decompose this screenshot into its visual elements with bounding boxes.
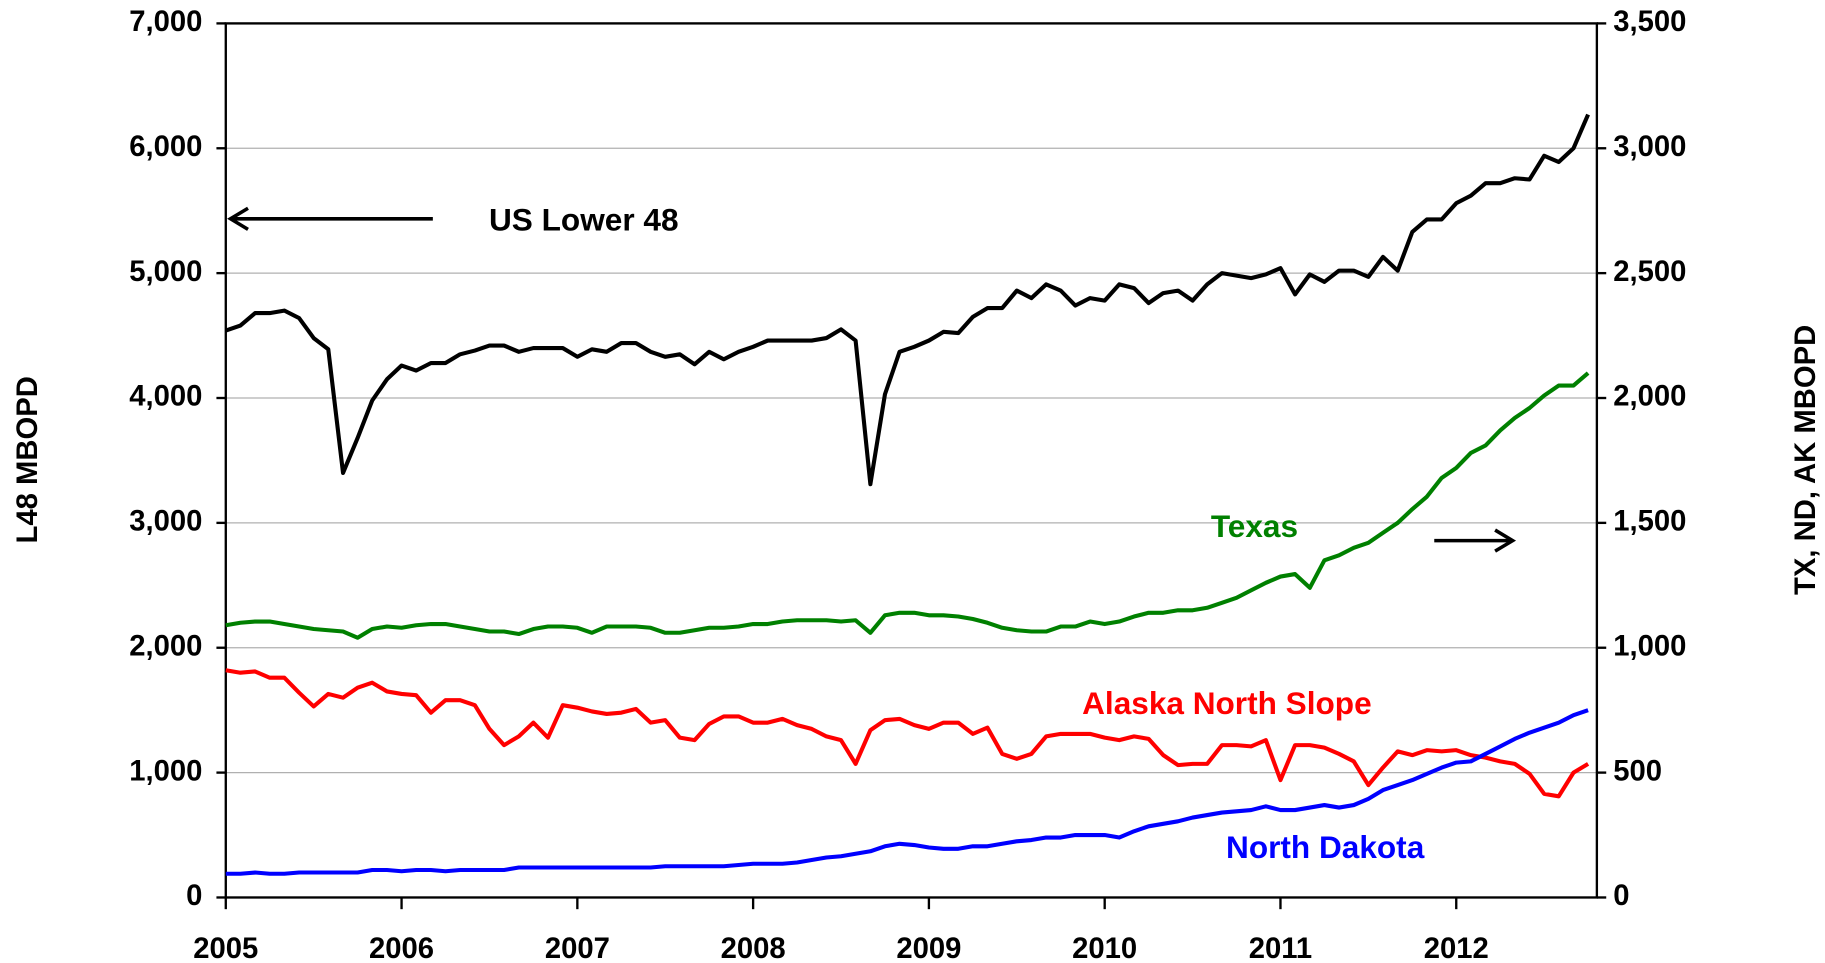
y2-tick-label: 500 — [1613, 755, 1662, 787]
x-tick-label: 2011 — [1249, 933, 1312, 963]
plot-frame — [224, 22, 1599, 899]
series-line — [225, 113, 1590, 487]
series-label: Texas — [1211, 508, 1298, 544]
series-label: Alaska North Slope — [1082, 685, 1372, 721]
y-tick-label: 3,000 — [129, 506, 202, 538]
series-label: North Dakota — [1226, 829, 1425, 865]
y-tick-label: 0 — [186, 880, 202, 912]
x-tick-label: 2007 — [545, 933, 610, 963]
x-tick-label: 2010 — [1072, 933, 1137, 963]
series-line — [225, 668, 1590, 799]
y2-tick-label: 1,500 — [1613, 506, 1686, 538]
y-tick-label: 2,000 — [129, 630, 202, 662]
y-tick-label: 4,000 — [129, 381, 202, 413]
y2-tick-label: 1,000 — [1613, 630, 1686, 662]
x-tick-label: 2009 — [896, 933, 961, 963]
y-tick-label: 7,000 — [129, 6, 202, 38]
x-tick-label: 2008 — [721, 933, 786, 963]
x-tick-label: 2006 — [369, 933, 434, 963]
y2-tick-label: 2,500 — [1613, 256, 1686, 288]
x-tick-label: 2012 — [1424, 933, 1489, 963]
y2-tick-label: 2,000 — [1613, 381, 1686, 413]
x-tick-label: 2005 — [193, 933, 258, 963]
arrow-right — [1434, 528, 1517, 553]
y2-tick-label: 3,500 — [1613, 6, 1686, 38]
y2-axis-title: TX, ND, AK MBOPD — [1790, 325, 1822, 595]
series-label: US Lower 48 — [489, 202, 679, 238]
series-line — [225, 708, 1589, 876]
arrow-left — [227, 206, 433, 231]
y2-tick-label: 3,000 — [1613, 131, 1686, 163]
y-tick-label: 6,000 — [129, 131, 202, 163]
y-tick-label: 1,000 — [129, 755, 202, 787]
y2-tick-label: 0 — [1613, 880, 1629, 912]
series-line — [225, 371, 1590, 640]
y-axis-title: L48 MBOPD — [12, 376, 44, 543]
y-tick-label: 5,000 — [129, 256, 202, 288]
